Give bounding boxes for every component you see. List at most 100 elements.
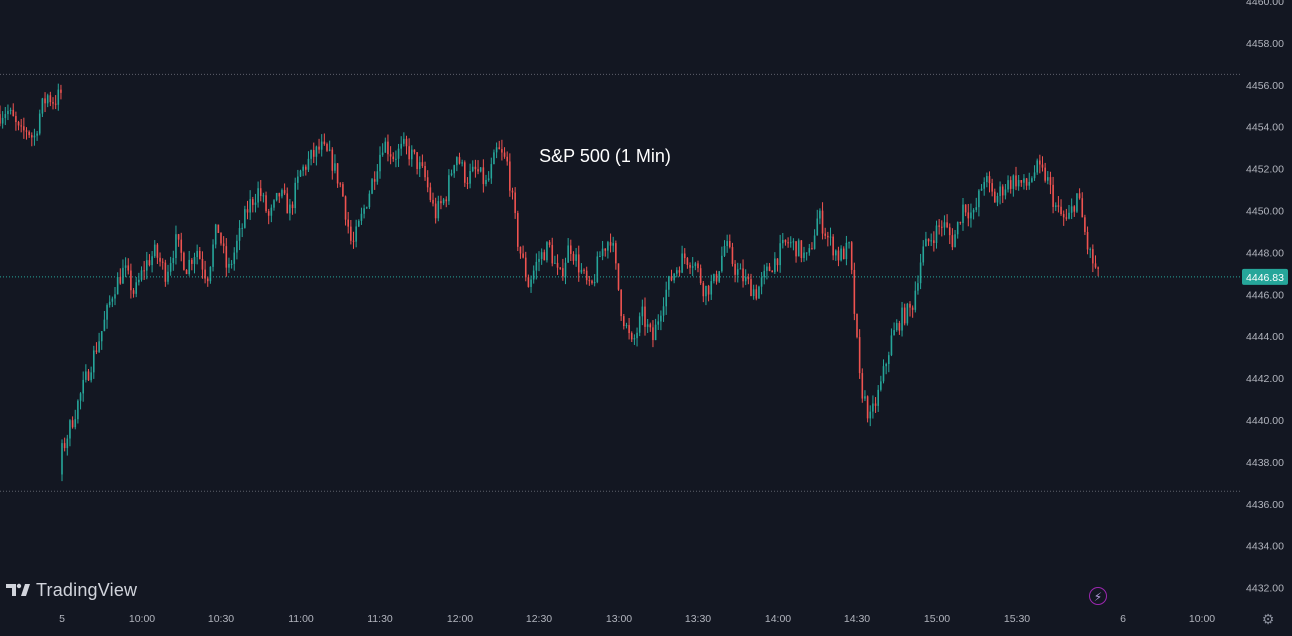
candle-body: [636, 332, 638, 339]
candle-body: [429, 187, 432, 200]
candle-body: [514, 192, 516, 214]
candle-body: [228, 263, 230, 268]
candle-body: [988, 176, 991, 184]
candle-body: [201, 258, 204, 270]
time-axis[interactable]: 5 10:00 10:30 11:00 11:30 12:00 12:30 13:00 13:3…: [59, 613, 1215, 625]
x-tick-label: 11:30: [367, 613, 393, 625]
candle-body: [1073, 206, 1076, 212]
candle-body: [1076, 193, 1078, 212]
candle-body: [355, 226, 357, 242]
candle-body: [975, 207, 978, 210]
tradingview-logo[interactable]: TradingView: [6, 578, 137, 602]
candle-body: [917, 283, 919, 291]
candle-body: [848, 242, 850, 244]
x-tick-label: 14:30: [844, 613, 870, 625]
candle-body: [400, 143, 402, 149]
candle-body: [858, 337, 861, 374]
candle-body: [986, 176, 988, 183]
x-tick-label: 12:30: [526, 613, 552, 625]
candle-body: [646, 324, 649, 327]
candle-body: [180, 239, 183, 253]
x-tick-label: 5: [59, 613, 65, 625]
candle-body: [527, 277, 530, 287]
candle-body: [922, 246, 925, 263]
candle-body: [747, 277, 750, 280]
candle-body: [331, 149, 334, 171]
candle-body: [358, 220, 360, 227]
candle-body: [864, 396, 866, 399]
candle-body: [683, 253, 686, 259]
candle-body: [397, 148, 400, 159]
candle-body: [466, 182, 469, 184]
candle-body: [4, 114, 7, 118]
candle-body: [0, 114, 1, 124]
candle-body: [38, 113, 41, 134]
candle-body: [654, 324, 657, 341]
candle-body: [768, 266, 771, 271]
gear-icon[interactable]: ⚙: [1261, 611, 1275, 627]
candle-body: [1054, 205, 1057, 207]
candle-body: [437, 201, 440, 219]
candle-body: [238, 228, 241, 241]
candle-body: [996, 196, 999, 203]
candle-body: [813, 235, 816, 249]
candle-body: [935, 225, 938, 244]
candle-body: [220, 232, 222, 244]
candle-body: [903, 307, 906, 324]
candle-body: [1049, 177, 1052, 185]
candle-body: [522, 253, 524, 258]
y-tick-label: 4452.00: [1246, 164, 1284, 176]
candle-body: [1052, 184, 1054, 207]
candle-body: [297, 176, 299, 183]
candle-body: [641, 306, 644, 317]
candle-body: [434, 203, 437, 219]
y-tick-label: 4434.00: [1246, 541, 1284, 553]
candle-body: [7, 110, 9, 115]
candle-body: [1062, 214, 1065, 218]
candle-body: [469, 171, 471, 184]
last-price-marker: 4446.83: [1242, 268, 1288, 285]
candle-body: [617, 263, 620, 290]
y-tick-label: 4448.00: [1246, 247, 1284, 259]
candle-body: [620, 289, 622, 317]
candle-body: [609, 242, 612, 246]
candle-body: [774, 258, 776, 273]
candle-body: [347, 219, 349, 227]
x-tick-label: 11:00: [288, 613, 314, 625]
candle-body: [681, 253, 683, 273]
candle-body: [156, 244, 159, 258]
candle-body: [686, 258, 689, 265]
candle-body: [501, 149, 503, 153]
candle-body: [630, 333, 633, 340]
candle-body: [302, 166, 304, 171]
candle-body: [387, 141, 389, 155]
lightning-icon[interactable]: ⚡: [1089, 587, 1107, 605]
candle-body: [230, 263, 233, 265]
candle-body: [933, 240, 935, 244]
price-axis[interactable]: 4460.00 4458.00 4456.00 4454.00 4452.00 4450.…: [1246, 0, 1284, 595]
candle-body: [130, 270, 132, 291]
candle-body: [360, 213, 363, 221]
candle-body: [63, 443, 66, 449]
candle-body: [784, 239, 787, 243]
candle-body: [556, 262, 559, 268]
candle-body: [315, 146, 318, 157]
candle-body: [191, 259, 193, 264]
candle-body: [365, 207, 368, 209]
candle-body: [665, 289, 667, 307]
candle-body: [23, 126, 25, 131]
candle-body: [71, 420, 74, 428]
candle-body: [567, 245, 569, 263]
y-tick-label: 4436.00: [1246, 499, 1284, 511]
candle-body: [384, 141, 387, 153]
candle-body: [797, 240, 800, 257]
candle-body: [633, 338, 636, 340]
candle-body: [456, 157, 458, 166]
candle-body: [948, 227, 951, 236]
candle-body: [28, 131, 30, 136]
candle-body: [448, 175, 450, 202]
candle-body: [750, 279, 752, 297]
candle-body: [811, 248, 813, 250]
